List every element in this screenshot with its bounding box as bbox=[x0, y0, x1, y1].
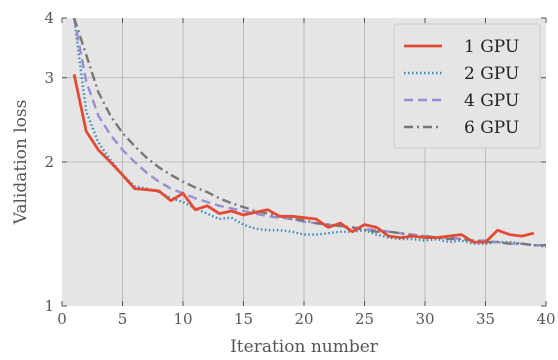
x-tick-label: 10 bbox=[173, 310, 192, 328]
y-axis-title: Validation loss bbox=[11, 100, 31, 226]
y-tick-label: 2 bbox=[44, 153, 54, 171]
legend-label: 1 GPU bbox=[464, 37, 519, 57]
x-tick-label: 25 bbox=[355, 310, 374, 328]
x-tick-label: 15 bbox=[234, 310, 253, 328]
x-tick-label: 35 bbox=[476, 310, 495, 328]
series-line-1-gpu bbox=[72, 74, 535, 244]
legend: 1 GPU 2 GPU 4 GPU 6 GPU bbox=[393, 23, 541, 149]
x-axis-title: Iteration number bbox=[230, 337, 379, 357]
series-lines bbox=[72, 18, 546, 248]
legend-label: 6 GPU bbox=[464, 118, 519, 138]
y-tick-label: 4 bbox=[44, 9, 54, 27]
legend-box bbox=[393, 23, 541, 149]
series-line-2-gpu bbox=[72, 18, 546, 248]
y-tick-label: 1 bbox=[44, 297, 54, 315]
y-tick-label: 3 bbox=[44, 69, 54, 87]
x-tick-label: 0 bbox=[57, 310, 67, 328]
axis-ticks: 0 5 10 15 20 25 30 35 40 1 2 3 4 bbox=[44, 9, 555, 328]
x-tick-label: 20 bbox=[294, 310, 313, 328]
x-tick-label: 5 bbox=[118, 310, 128, 328]
legend-label: 4 GPU bbox=[464, 91, 519, 111]
x-tick-label: 40 bbox=[536, 310, 555, 328]
x-tick-label: 30 bbox=[415, 310, 434, 328]
legend-label: 2 GPU bbox=[464, 64, 519, 84]
